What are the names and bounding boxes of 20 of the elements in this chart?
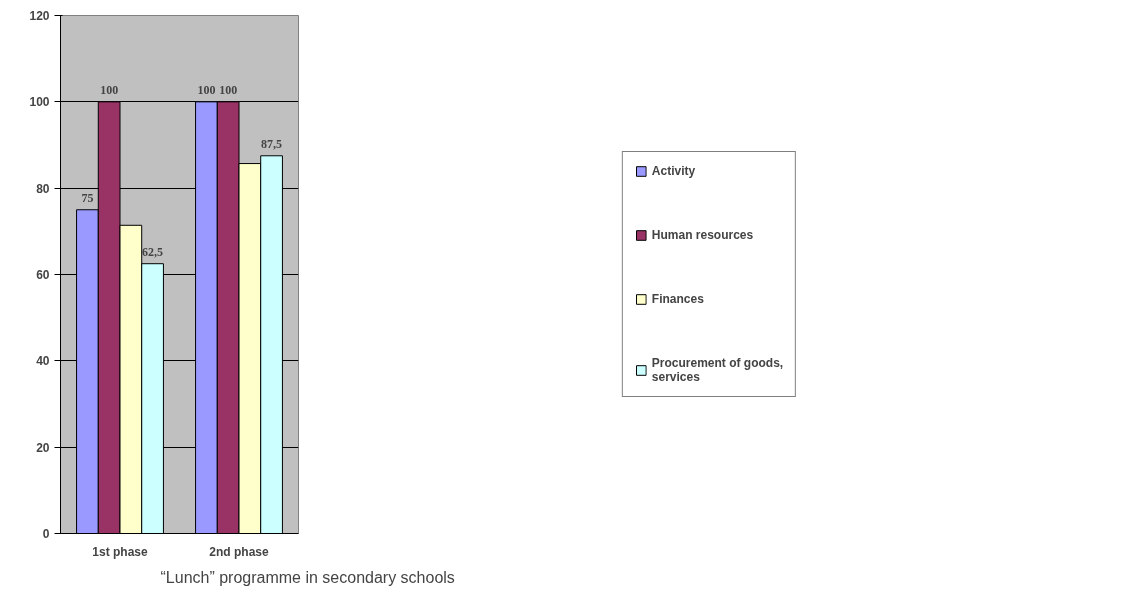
y-tick-label: 20 [36, 440, 50, 455]
data-label: 100 [219, 82, 238, 97]
y-tick-label: 60 [36, 268, 50, 282]
data-label: 87,5 [261, 136, 283, 151]
x-tick-label: 2nd phase [209, 544, 269, 559]
y-tick-label: 100 [29, 95, 50, 110]
y-tick-label: 40 [36, 354, 50, 369]
legend-label: Procurement of goods, services [651, 356, 784, 384]
data-label: 100 [197, 82, 216, 97]
y-tick-label: 0 [42, 527, 50, 541]
y-tick-label: 80 [36, 181, 50, 196]
data-label: 75 [81, 190, 94, 205]
y-tick-label: 120 [29, 9, 50, 23]
x-tick-label: 1st phase [92, 544, 149, 559]
legend-label: Human resources [651, 228, 754, 242]
text: “Lunch” programme in secondary schools [160, 568, 455, 586]
legend-label: Activity [651, 164, 696, 178]
data-label: 100 [100, 82, 119, 97]
legend-label: Finances [651, 292, 704, 306]
data-label: 62,5 [142, 244, 164, 259]
